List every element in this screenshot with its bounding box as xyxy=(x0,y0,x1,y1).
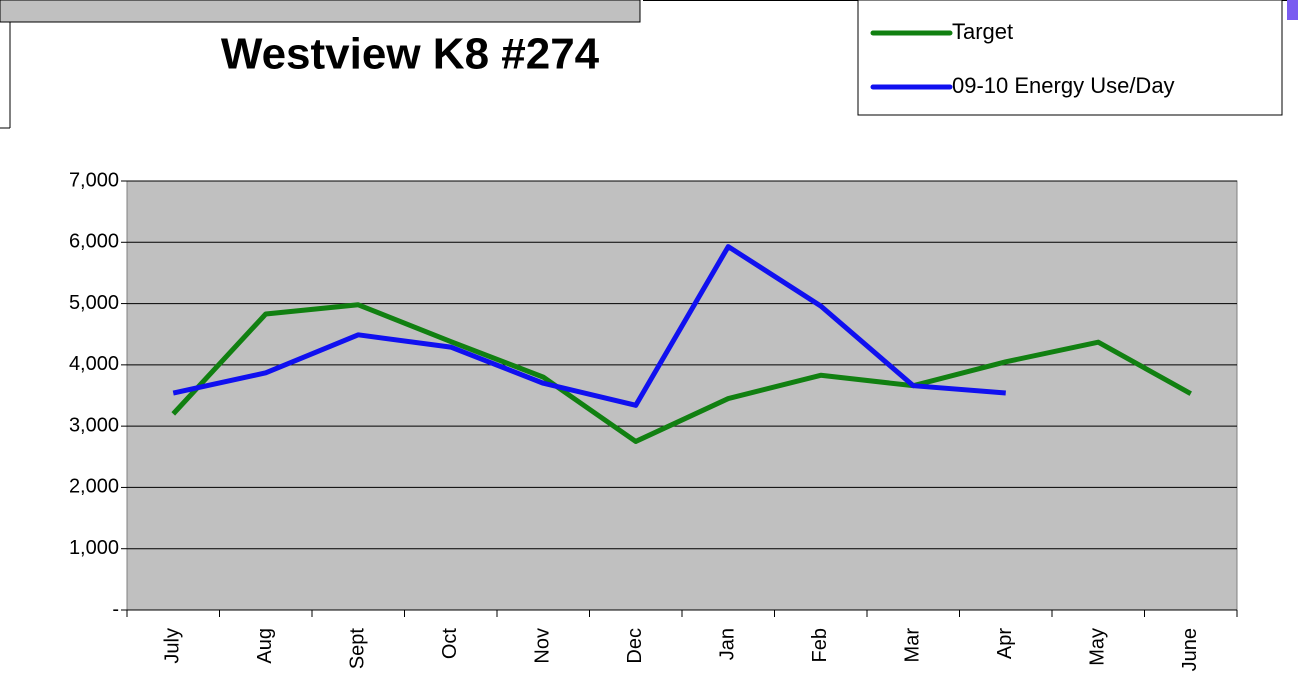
x-tick-label: Jan xyxy=(717,628,739,660)
x-tick-label: Aug xyxy=(254,628,276,664)
x-tick-label: July xyxy=(162,628,184,664)
legend-label: Target xyxy=(952,19,1013,44)
x-tick-label: Dec xyxy=(624,628,646,664)
y-tick-label: 2,000 xyxy=(69,476,119,498)
header-bar xyxy=(0,0,641,23)
y-tick-label: 4,000 xyxy=(69,353,119,375)
legend-label: 09-10 Energy Use/Day xyxy=(952,73,1175,98)
x-tick-label: Sept xyxy=(347,628,369,670)
series-line xyxy=(172,244,1006,408)
chart-title: Westview K8 #274 xyxy=(221,30,600,79)
x-tick-label: Nov xyxy=(532,628,554,664)
plot-area xyxy=(126,180,1238,611)
series-line xyxy=(171,302,1192,444)
x-tick-label: Feb xyxy=(809,628,831,662)
y-tick-label: 7,000 xyxy=(69,169,119,191)
y-tick-label: 3,000 xyxy=(69,414,119,436)
corner-mark xyxy=(1287,0,1298,20)
legend-box xyxy=(857,0,1283,116)
x-tick-label: Mar xyxy=(902,628,924,663)
y-tick-label: 1,000 xyxy=(69,537,119,559)
y-tick-label: - xyxy=(112,598,119,620)
x-tick-label: Apr xyxy=(994,628,1016,659)
x-tick-label: Oct xyxy=(439,628,461,660)
x-tick-label: June xyxy=(1179,628,1201,671)
x-tick-label: May xyxy=(1087,628,1109,666)
y-tick-label: 6,000 xyxy=(69,231,119,253)
y-tick-label: 5,000 xyxy=(69,292,119,314)
